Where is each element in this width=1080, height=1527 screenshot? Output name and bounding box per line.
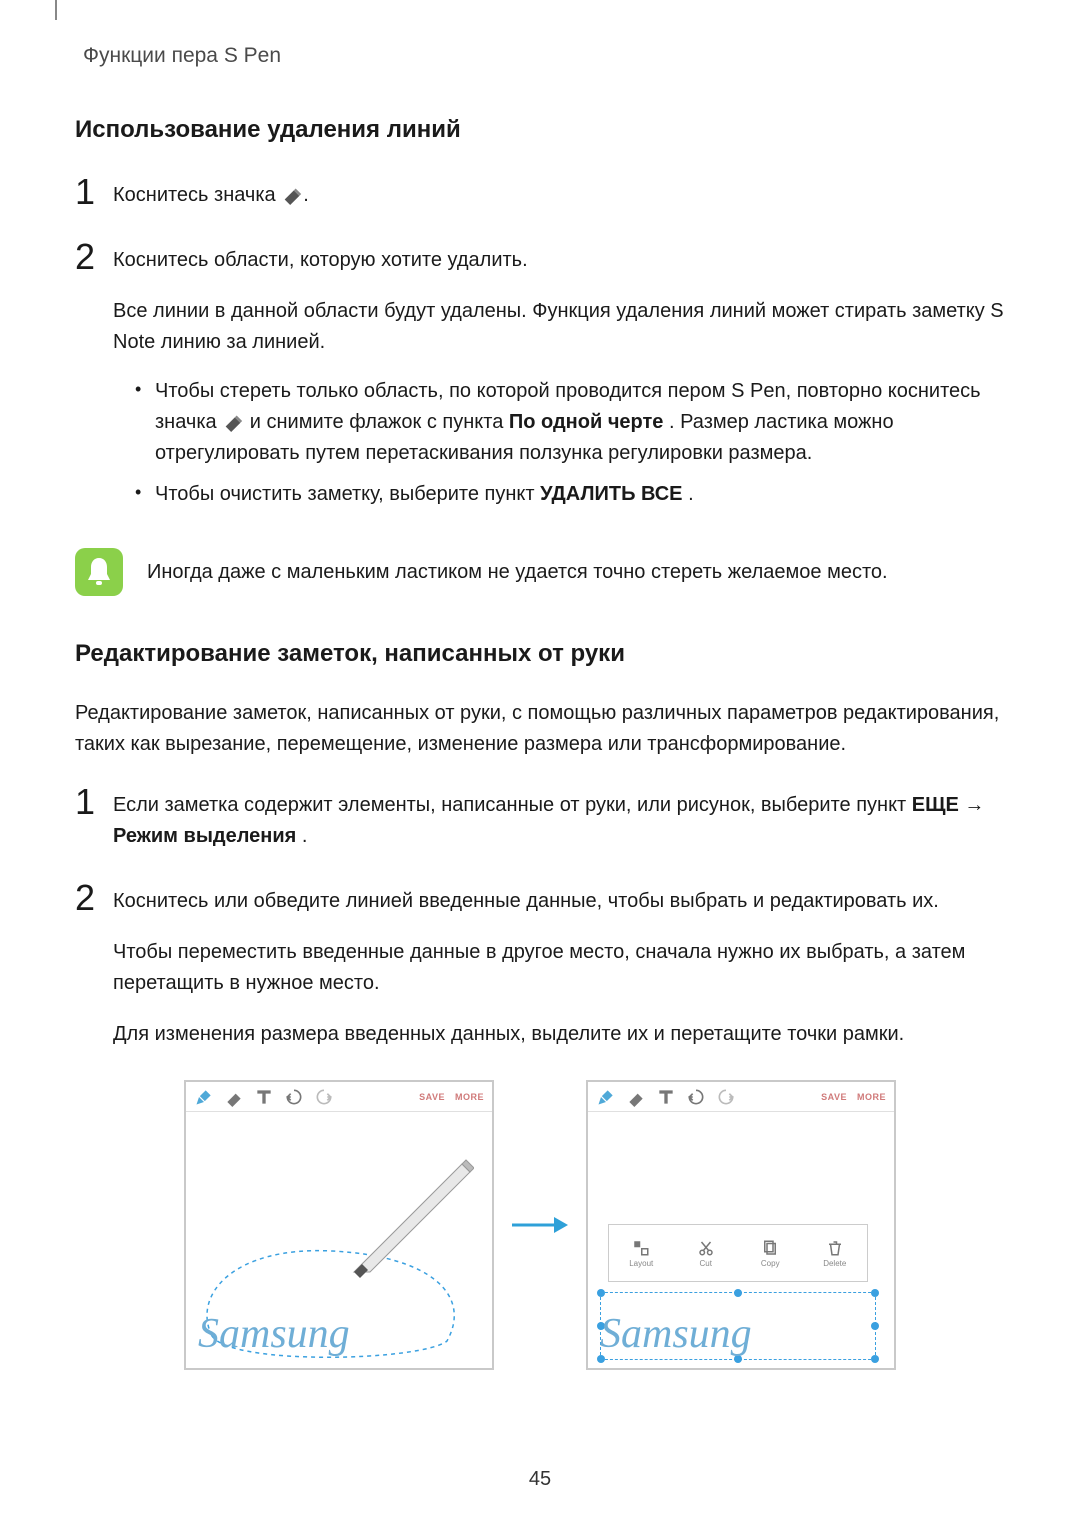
- s2-step1-text: →: [964, 794, 984, 816]
- s2-step2-p1: Чтобы переместить введенные данные в дру…: [113, 937, 1005, 999]
- step-number: 1: [75, 174, 113, 210]
- phone-toolbar: SAVE MORE: [588, 1082, 894, 1112]
- pen-tool-icon: [596, 1087, 616, 1107]
- toolbar-more: MORE: [857, 1092, 886, 1102]
- step-body: Коснитесь области, которую хотите удалит…: [113, 239, 1005, 520]
- s2-step1-bold: ЕЩЕ: [912, 794, 959, 816]
- ctx-cut: Cut: [674, 1225, 739, 1281]
- top-rule-decor: [55, 0, 57, 20]
- page-number: 45: [529, 1468, 551, 1491]
- text-tool-icon: [254, 1087, 274, 1107]
- step-number: 2: [75, 880, 113, 916]
- note-text: Иногда даже с маленьким ластиком не удае…: [147, 557, 888, 588]
- eraser-tool-icon: [626, 1087, 646, 1107]
- redo-icon: [716, 1087, 736, 1107]
- arrow-icon: [510, 1213, 570, 1237]
- handwriting-sample: Samsung: [198, 1310, 350, 1358]
- text-tool-icon: [656, 1087, 676, 1107]
- step-number: 1: [75, 784, 113, 820]
- step2-lead: Коснитесь области, которую хотите удалит…: [113, 245, 1005, 276]
- s2-step1-text: .: [302, 825, 308, 847]
- step-body: Коснитесь или обведите линией введенные …: [113, 880, 1005, 1050]
- s2-step1-bold: Режим выделения: [113, 825, 296, 847]
- ctx-copy: Copy: [738, 1225, 803, 1281]
- toolbar-more: MORE: [455, 1092, 484, 1102]
- bullet-text: .: [688, 483, 694, 505]
- bullet-bold: По одной черте: [509, 411, 664, 433]
- ctx-layout: Layout: [609, 1225, 674, 1281]
- toolbar-save: SAVE: [419, 1092, 445, 1102]
- s2-step1-text: Если заметка содержит элементы, написанн…: [113, 794, 912, 816]
- page-header: Функции пера S Pen: [83, 44, 1005, 68]
- s2-step2-p2: Для изменения размера введенных данных, …: [113, 1019, 1005, 1050]
- step1-text: Коснитесь значка: [113, 184, 281, 206]
- phone-toolbar: SAVE MORE: [186, 1082, 492, 1112]
- bullet-bold: УДАЛИТЬ ВСЕ: [540, 483, 682, 505]
- undo-icon: [284, 1087, 304, 1107]
- ctx-delete: Delete: [803, 1225, 868, 1281]
- step-body: Коснитесь значка .: [113, 174, 1005, 211]
- note-callout: Иногда даже с маленьким ластиком не удае…: [75, 548, 1005, 596]
- section-title-erase: Использование удаления линий: [75, 116, 1005, 144]
- phone-canvas: Layout Cut Copy Delete: [588, 1112, 894, 1368]
- bullet-list: Чтобы стереть только область, по которой…: [133, 376, 1005, 510]
- s2-step-2: 2 Коснитесь или обведите линией введенны…: [75, 880, 1005, 1050]
- s2-step2-lead: Коснитесь или обведите линией введенные …: [113, 886, 1005, 917]
- bullet-text: и снимите флажок с пункта: [250, 411, 509, 433]
- context-menu: Layout Cut Copy Delete: [608, 1224, 868, 1282]
- step-number: 2: [75, 239, 113, 275]
- phone-canvas: Samsung: [186, 1112, 492, 1368]
- bullet-text: Чтобы очистить заметку, выберите пункт: [155, 483, 540, 505]
- handwriting-sample: Samsung: [600, 1310, 752, 1358]
- page-content: Функции пера S Pen Использование удалени…: [0, 0, 1080, 1370]
- eraser-tool-icon: [224, 1087, 244, 1107]
- step2-para: Все линии в данной области будут удалены…: [113, 296, 1005, 358]
- step-body: Если заметка содержит элементы, написанн…: [113, 784, 1005, 852]
- step1-suffix: .: [303, 184, 309, 206]
- step-2: 2 Коснитесь области, которую хотите удал…: [75, 239, 1005, 520]
- bullet-item: Чтобы очистить заметку, выберите пункт У…: [133, 479, 1005, 510]
- section-title-edit: Редактирование заметок, написанных от ру…: [75, 640, 1005, 668]
- bullet-item: Чтобы стереть только область, по которой…: [133, 376, 1005, 469]
- stylus-pen-icon: [344, 1152, 474, 1282]
- s2-step-1: 1 Если заметка содержит элементы, написа…: [75, 784, 1005, 852]
- section2-intro: Редактирование заметок, написанных от ру…: [75, 698, 1005, 760]
- phone-right: SAVE MORE Layout Cut Copy: [586, 1080, 896, 1370]
- eraser-icon: [222, 410, 244, 432]
- pen-tool-icon: [194, 1087, 214, 1107]
- step-1: 1 Коснитесь значка .: [75, 174, 1005, 211]
- eraser-icon: [281, 183, 303, 205]
- bell-icon: [75, 548, 123, 596]
- toolbar-save: SAVE: [821, 1092, 847, 1102]
- redo-icon: [314, 1087, 334, 1107]
- phone-left: SAVE MORE Samsung: [184, 1080, 494, 1370]
- figure-area: SAVE MORE Samsung: [75, 1080, 1005, 1370]
- undo-icon: [686, 1087, 706, 1107]
